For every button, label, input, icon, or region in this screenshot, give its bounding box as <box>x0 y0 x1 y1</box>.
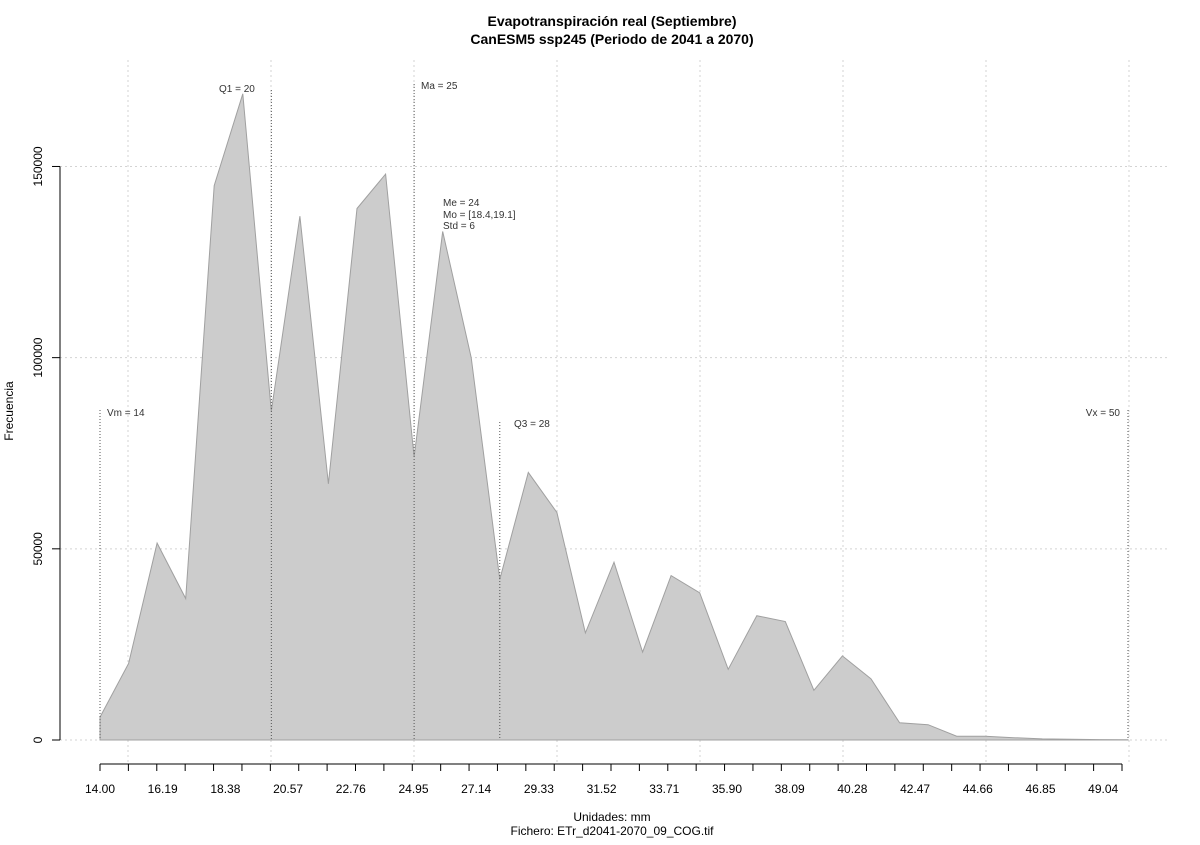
x-tick-label: 29.33 <box>524 782 554 796</box>
x-tick-label: 24.95 <box>398 782 428 796</box>
y-tick-label: 50000 <box>31 532 45 566</box>
x-tick-label: 46.85 <box>1025 782 1055 796</box>
x-tick-label: 38.09 <box>775 782 805 796</box>
ann-mode-label: Mo = [18.4,19.1] <box>443 210 516 221</box>
x-axis: 14.00 16.19 18.38 20.57 22.76 24.95 27.14 29.33… <box>85 763 1123 796</box>
x-tick-label: 14.00 <box>85 782 115 796</box>
ann-std-label: Std = 6 <box>443 221 475 232</box>
x-tick-label: 18.38 <box>210 782 240 796</box>
x-tick-label: 44.66 <box>963 782 993 796</box>
ann-vx-label: Vx = 50 <box>1086 408 1121 419</box>
x-tick-label: 16.19 <box>148 782 178 796</box>
ann-median-label: Me = 24 <box>443 198 480 209</box>
ann-ma-label: Ma = 25 <box>421 81 458 92</box>
x-tick-label: 33.71 <box>649 782 679 796</box>
x-tick-label: 40.28 <box>837 782 867 796</box>
x-tick-label: 42.47 <box>900 782 930 796</box>
ann-q3-label: Q3 = 28 <box>514 419 550 430</box>
chart-title: Evapotranspiración real (Septiembre) <box>488 13 737 29</box>
frequency-area <box>99 93 1129 741</box>
y-tick-label: 100000 <box>31 337 45 377</box>
x-tick-label: 49.04 <box>1088 782 1118 796</box>
reference-lines <box>99 84 1129 740</box>
x-tick-label: 31.52 <box>587 782 617 796</box>
y-tick-label: 0 <box>31 736 45 743</box>
ann-q1-label: Q1 = 20 <box>219 84 255 95</box>
y-axis-title: Frecuencia <box>2 381 16 441</box>
x-axis-title: Unidades: mm <box>573 810 650 824</box>
x-tick-label: 35.90 <box>712 782 742 796</box>
x-tick-label: 22.76 <box>336 782 366 796</box>
y-tick-label: 150000 <box>31 146 45 186</box>
x-tick-label: 27.14 <box>461 782 491 796</box>
ann-vm-label: Vm = 14 <box>107 408 145 419</box>
y-axis: 0 50000 100000 150000 <box>31 146 61 743</box>
x-tick-label: 20.57 <box>273 782 303 796</box>
chart-subtitle: CanESM5 ssp245 (Periodo de 2041 a 2070) <box>470 31 753 47</box>
file-caption: Fichero: ETr_d2041-2070_09_COG.tif <box>511 824 715 838</box>
